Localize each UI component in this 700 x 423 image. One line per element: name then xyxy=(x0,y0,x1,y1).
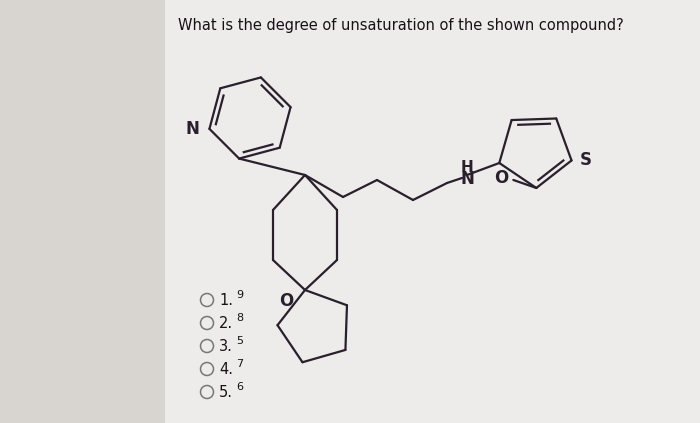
Text: 8: 8 xyxy=(236,313,243,323)
Text: 5.: 5. xyxy=(219,385,233,399)
Text: 2.: 2. xyxy=(219,316,233,330)
Text: N: N xyxy=(186,120,199,138)
Text: 3.: 3. xyxy=(219,338,233,354)
Text: O: O xyxy=(494,169,508,187)
Text: S: S xyxy=(580,151,592,170)
Text: 7: 7 xyxy=(236,359,243,369)
Text: 1.: 1. xyxy=(219,292,233,308)
Text: 6: 6 xyxy=(236,382,243,392)
Text: 4.: 4. xyxy=(219,362,233,376)
Text: What is the degree of unsaturation of the shown compound?: What is the degree of unsaturation of th… xyxy=(178,18,624,33)
Text: 9: 9 xyxy=(236,290,243,300)
Text: 5: 5 xyxy=(236,336,243,346)
Text: H: H xyxy=(461,160,473,175)
Text: N: N xyxy=(460,170,474,188)
Text: O: O xyxy=(279,292,293,310)
